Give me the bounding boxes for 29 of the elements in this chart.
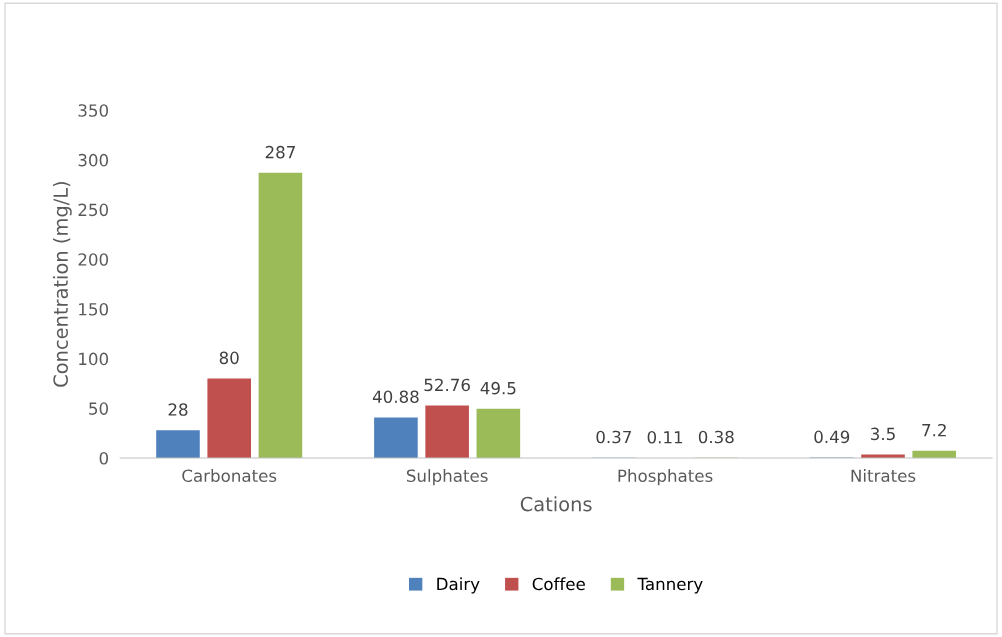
y-tick-label: 0 [99,451,109,465]
y-tick-label: 200 [78,253,109,266]
data-label: 52.76 [424,378,470,392]
legend-label: Dairy [437,577,480,594]
x-tick-label: Sulphates [406,469,488,486]
data-label: 28 [168,403,188,416]
data-label: 7.2 [922,423,946,437]
y-tick-label: 50 [89,402,109,415]
y-tick-label: 150 [79,302,109,316]
y-axis-title: Concentration (mg/L) [52,181,72,387]
data-label: 80 [219,351,239,365]
legend-label: Coffee [532,577,585,591]
y-tick-label: 250 [78,203,109,217]
y-tick-label: 350 [78,104,109,117]
data-label: 0.49 [814,430,850,444]
data-label: 3.5 [871,427,895,441]
x-axis-title: Cations [520,496,592,512]
x-tick-label: Carbonates [182,469,277,483]
data-label: 0.11 [647,430,683,444]
data-label: 49.5 [480,381,516,395]
data-label: 0.38 [698,430,734,444]
data-label: 0.37 [596,430,631,444]
x-tick-label: Nitrates [851,469,916,483]
legend-label: Tannery [637,577,703,594]
data-label: 287 [265,145,295,159]
y-tick-label: 300 [78,153,109,167]
x-tick-label: Phosphates [618,469,713,486]
data-label: 40.88 [372,390,419,404]
y-tick-label: 100 [79,352,109,366]
